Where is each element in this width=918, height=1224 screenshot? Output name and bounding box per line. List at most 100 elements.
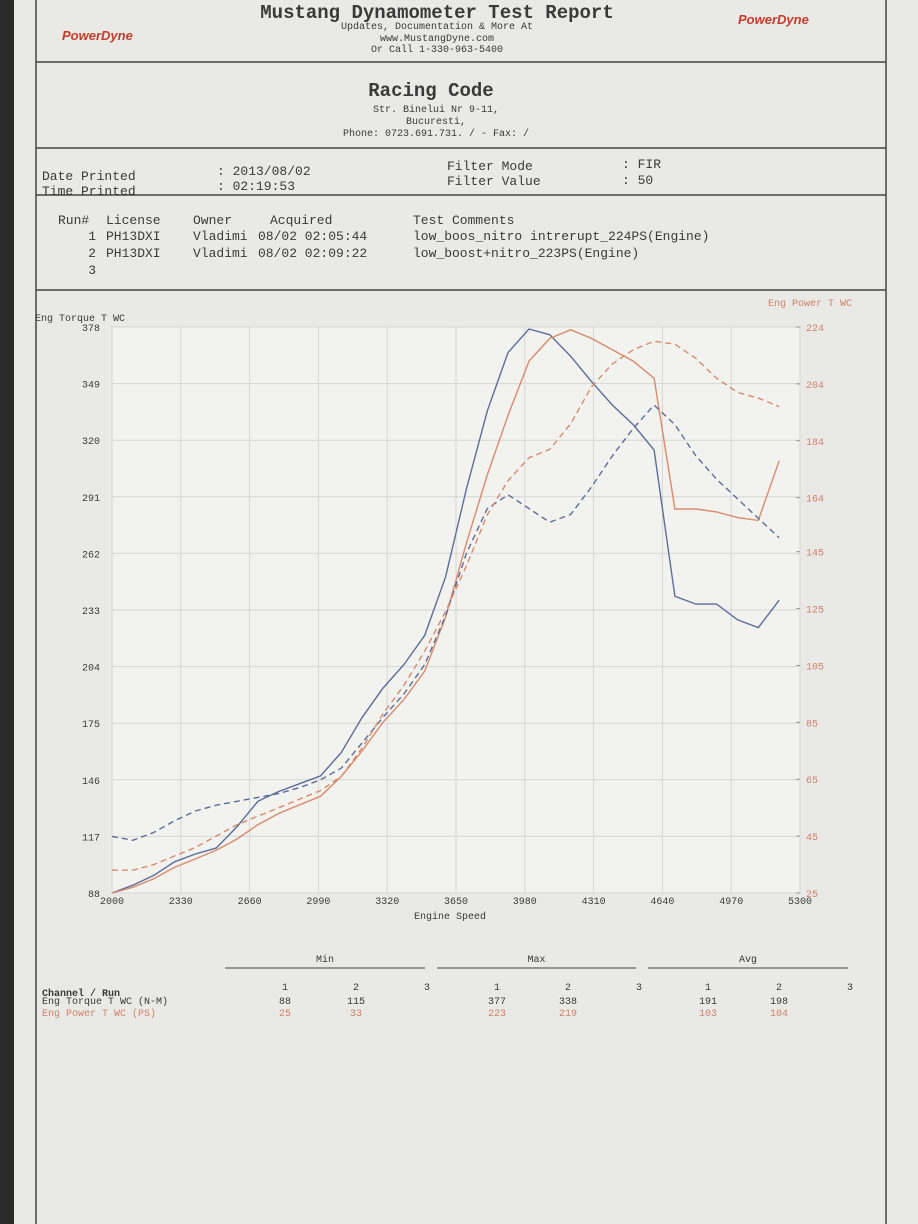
label: Filter Value <box>447 174 541 189</box>
summary-value: 88 <box>279 997 291 1008</box>
series-line <box>112 340 780 871</box>
summary-value: 115 <box>347 997 365 1008</box>
y-tick-label: 117 <box>82 833 100 844</box>
title: Mustang Dynamometer Test Report <box>260 2 613 24</box>
x-tick-label: 2330 <box>169 897 193 908</box>
y-tick-label: 233 <box>82 607 100 618</box>
summary-value: 198 <box>770 997 788 1008</box>
x-tick-label: 4310 <box>582 897 606 908</box>
cell: 08/02 02:09:22 <box>258 246 367 261</box>
run-header: 3 <box>636 983 642 994</box>
y-tick-label: 378 <box>82 324 100 335</box>
run-header: 3 <box>424 983 430 994</box>
x-tick-label: 3980 <box>513 897 537 908</box>
y2-tick-label: 25 <box>806 890 818 901</box>
label: Filter Mode <box>447 159 533 174</box>
summary-value: 104 <box>770 1009 788 1020</box>
summary-value: 33 <box>350 1009 362 1020</box>
shop-name: Racing Code <box>368 80 493 102</box>
cell: low_boost+nitro_223PS(Engine) <box>413 246 639 261</box>
logo: PowerDyne <box>738 12 809 27</box>
y-tick-label: 175 <box>82 720 100 731</box>
label: Date Printed <box>42 169 136 184</box>
y2-tick-label: 164 <box>806 495 824 506</box>
runs-table: Run# License Owner Acquired Test Comments 1 PH… <box>58 213 709 278</box>
x-tick-label: 4640 <box>650 897 674 908</box>
chart: 2000 2330 2660 2990 3320 3650 3980 4310 4640 4970… <box>35 299 852 923</box>
x-tick-label: 3650 <box>444 897 468 908</box>
label: Time Printed <box>42 184 136 199</box>
address: Bucuresti, <box>406 116 466 128</box>
logo: PowerDyne <box>62 28 133 43</box>
x-tick-label: 2660 <box>238 897 262 908</box>
cell: Vladimi <box>193 229 248 244</box>
channel-header: Channel / Run <box>42 988 120 1000</box>
value: : FIR <box>622 157 661 172</box>
address: Str. Binelui Nr 9-11, <box>373 104 499 116</box>
x-tick-label: 4970 <box>719 897 743 908</box>
x-tick-label: 5300 <box>788 897 812 908</box>
run-header: 2 <box>353 983 359 994</box>
cell: 2 <box>88 246 96 261</box>
value: : 02:19:53 <box>217 179 295 194</box>
y-tick-label: 262 <box>82 550 100 561</box>
group-header: Max <box>527 955 545 966</box>
header-line: Updates, Documentation & More At <box>341 21 533 33</box>
run-header: 1 <box>282 983 288 994</box>
column-header: License <box>106 213 161 228</box>
summary-value: 377 <box>488 997 506 1008</box>
y2-axis-label: Eng Power T WC <box>768 299 852 310</box>
value: : 50 <box>622 173 653 188</box>
address: Phone: 0723.691.731. / - Fax: / <box>343 128 529 140</box>
y-tick-label: 146 <box>82 777 100 788</box>
cell: PH13DXI <box>106 246 161 261</box>
column-header: Run# <box>58 213 89 228</box>
header-line: Or Call 1-330-963-5400 <box>371 44 503 56</box>
column-header: Acquired <box>270 213 332 228</box>
channel-name: Eng Power T WC (PS) <box>42 1008 156 1020</box>
run-header: 3 <box>847 983 853 994</box>
summary-value: 219 <box>559 1009 577 1020</box>
y2-tick-label: 204 <box>806 381 824 392</box>
y2-tick-label: 65 <box>806 776 818 787</box>
y2-tick-label: 184 <box>806 438 824 449</box>
y-tick-label: 291 <box>82 494 100 505</box>
group-header: Avg <box>739 955 757 966</box>
y-tick-label: 349 <box>82 381 100 392</box>
y2-tick-label: 145 <box>806 549 824 560</box>
x-tick-label: 3320 <box>375 897 399 908</box>
cell: Vladimi <box>193 246 248 261</box>
header-line: www.MustangDyne.com <box>380 34 494 45</box>
summary-value: 223 <box>488 1009 506 1020</box>
cell: PH13DXI <box>106 229 161 244</box>
cell: 1 <box>88 229 96 244</box>
y-tick-label: 320 <box>82 437 100 448</box>
run-header: 1 <box>494 983 500 994</box>
summary-value: 25 <box>279 1009 291 1020</box>
y2-tick-label: 224 <box>806 324 824 335</box>
series-line <box>111 328 780 894</box>
value: : 2013/08/02 <box>217 164 311 179</box>
x-tick-label: 2000 <box>100 897 124 908</box>
summary-value: 103 <box>699 1009 717 1020</box>
summary-value: 191 <box>699 997 717 1008</box>
series-line <box>111 329 780 894</box>
cell: 3 <box>88 263 96 278</box>
cell: low_boos_nitro intrerupt_224PS(Engine) <box>413 229 709 244</box>
x-tick-label: 2990 <box>306 897 330 908</box>
channel-name: Eng Torque T WC (N-M) <box>42 996 168 1008</box>
y2-tick-label: 45 <box>806 833 818 844</box>
column-header: Owner <box>193 213 232 228</box>
cell: 08/02 02:05:44 <box>258 229 367 244</box>
run-header: 2 <box>565 983 571 994</box>
group-header: Min <box>316 954 334 966</box>
column-header: Test Comments <box>413 213 514 228</box>
run-header: 1 <box>705 983 711 994</box>
y2-tick-label: 105 <box>806 662 824 673</box>
y2-tick-label: 125 <box>806 606 824 617</box>
run-header: 2 <box>776 983 782 994</box>
y2-tick-label: 85 <box>806 719 818 730</box>
